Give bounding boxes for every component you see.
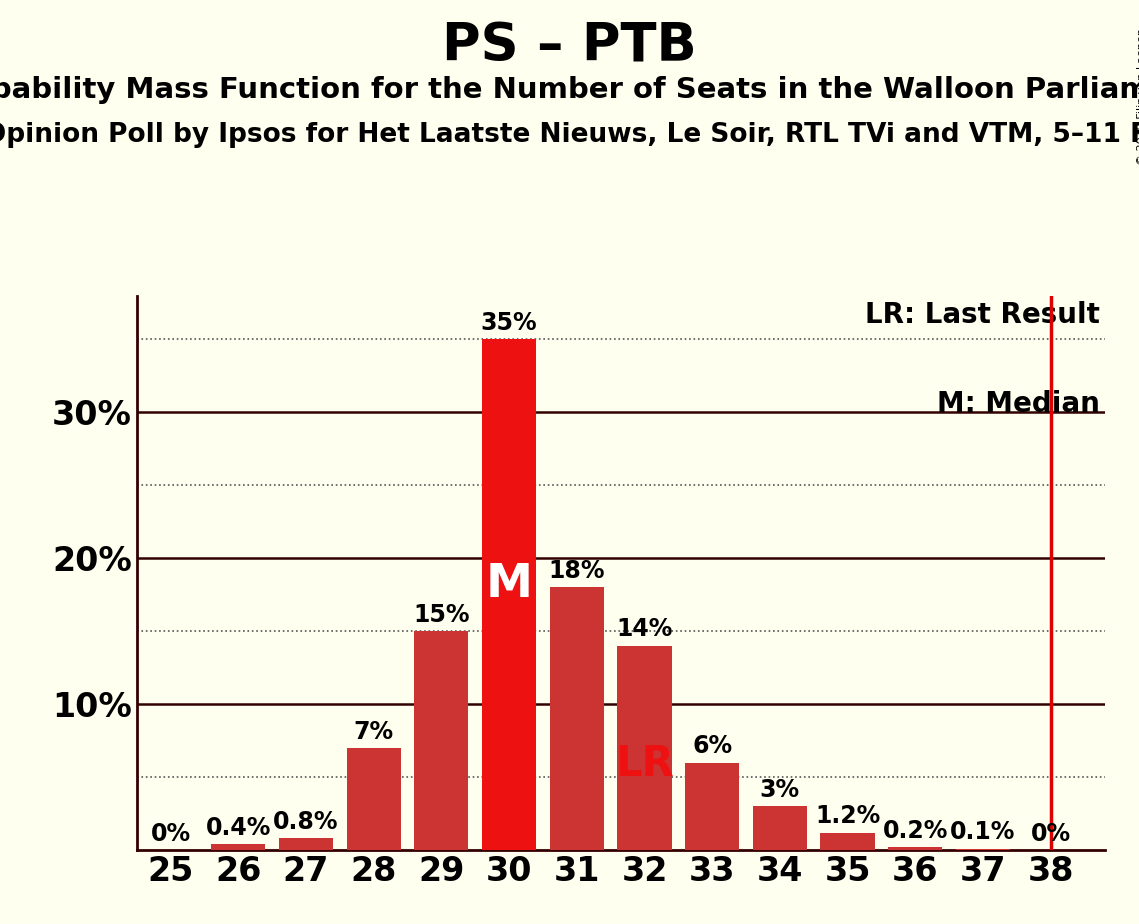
Text: 14%: 14%: [616, 617, 673, 641]
Bar: [956, 848, 1010, 850]
Text: 0.1%: 0.1%: [950, 821, 1016, 845]
Text: 0.2%: 0.2%: [883, 819, 948, 843]
Text: 15%: 15%: [413, 602, 469, 626]
Text: © 2019 Filip van Laenen: © 2019 Filip van Laenen: [1137, 28, 1139, 164]
Text: 7%: 7%: [353, 720, 394, 744]
Bar: [888, 847, 942, 850]
Text: 3%: 3%: [760, 778, 800, 802]
Bar: [685, 762, 739, 850]
Text: 0%: 0%: [1031, 821, 1071, 845]
Bar: [346, 748, 401, 850]
Text: 0.8%: 0.8%: [273, 810, 338, 834]
Text: M: Median: M: Median: [937, 390, 1100, 418]
Text: 1.2%: 1.2%: [814, 804, 880, 828]
Bar: [617, 646, 672, 850]
Text: 35%: 35%: [481, 311, 538, 335]
Text: 0.4%: 0.4%: [205, 816, 271, 840]
Text: on an Opinion Poll by Ipsos for Het Laatste Nieuws, Le Soir, RTL TVi and VTM, 5–: on an Opinion Poll by Ipsos for Het Laat…: [0, 122, 1139, 148]
Text: M: M: [485, 562, 533, 607]
Text: LR: Last Result: LR: Last Result: [866, 301, 1100, 329]
Bar: [415, 631, 468, 850]
Text: 0%: 0%: [150, 821, 190, 845]
Bar: [482, 339, 536, 850]
Text: LR: LR: [615, 743, 674, 785]
Text: Probability Mass Function for the Number of Seats in the Walloon Parliament: Probability Mass Function for the Number…: [0, 76, 1139, 103]
Bar: [753, 807, 806, 850]
Bar: [820, 833, 875, 850]
Bar: [279, 838, 333, 850]
Text: 6%: 6%: [693, 735, 732, 759]
Bar: [211, 845, 265, 850]
Text: PS – PTB: PS – PTB: [442, 20, 697, 72]
Text: 18%: 18%: [549, 559, 605, 583]
Bar: [550, 588, 604, 850]
